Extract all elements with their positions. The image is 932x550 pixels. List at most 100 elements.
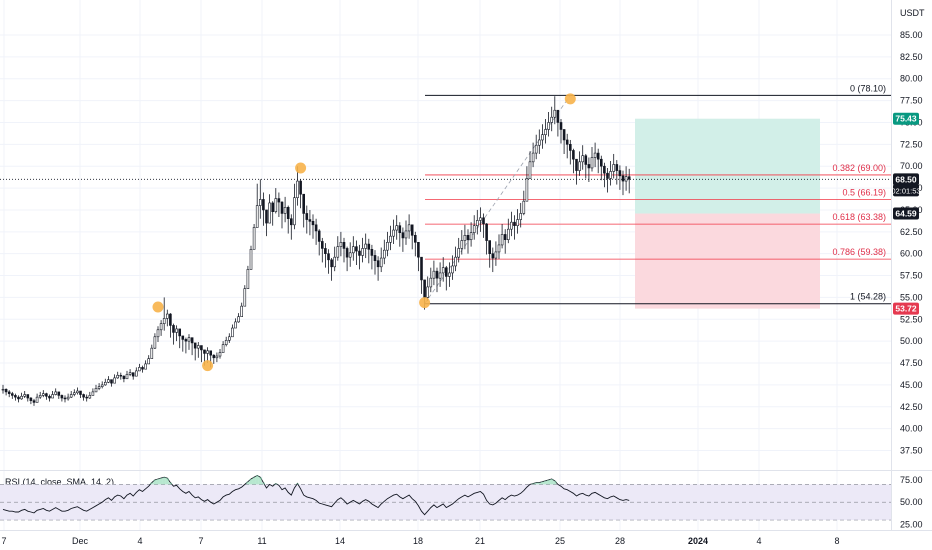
rsi-axis: 75.00 50.00 25.00 bbox=[900, 475, 923, 530]
candle bbox=[432, 260, 436, 286]
candle bbox=[485, 223, 488, 255]
candle bbox=[184, 337, 188, 354]
candle bbox=[575, 158, 578, 185]
price-tick-label: 42.50 bbox=[900, 402, 923, 412]
candle bbox=[627, 168, 631, 194]
fib-label: 0.5 (66.19) bbox=[842, 188, 886, 198]
loss-zone[interactable] bbox=[635, 213, 820, 309]
candle bbox=[531, 142, 535, 168]
candle bbox=[494, 241, 498, 266]
price-tick-label: 80.00 bbox=[900, 74, 923, 84]
candle bbox=[79, 390, 82, 399]
time-tick-label: Dec bbox=[72, 536, 89, 546]
candle bbox=[255, 183, 259, 228]
candle bbox=[249, 245, 253, 270]
rsi-overbought-fill bbox=[261, 482, 265, 485]
candle bbox=[60, 394, 64, 402]
time-axis[interactable]: 7 Dec 4 7 11 14 18 21 25 28 2024 4 8 bbox=[1, 536, 839, 546]
candle bbox=[274, 188, 278, 214]
time-tick-label: 7 bbox=[1, 536, 6, 546]
candle bbox=[482, 213, 485, 238]
candle bbox=[624, 166, 628, 191]
candle bbox=[116, 371, 119, 379]
price-tag-text: 75.43 bbox=[895, 114, 917, 124]
price-tick-label: 62.50 bbox=[900, 227, 923, 237]
time-tick-label: 2024 bbox=[688, 536, 708, 546]
fib-label: 1 (54.28) bbox=[850, 292, 886, 302]
time-tick-label: 8 bbox=[834, 536, 839, 546]
candle bbox=[550, 106, 554, 132]
candle bbox=[153, 333, 157, 350]
candle bbox=[54, 388, 58, 396]
price-tag-text: 68.50 bbox=[895, 174, 917, 184]
swing-marker bbox=[419, 297, 431, 309]
candle bbox=[491, 247, 495, 273]
candle bbox=[522, 190, 526, 216]
candle bbox=[389, 225, 392, 251]
candle bbox=[317, 229, 321, 256]
candle bbox=[265, 209, 268, 237]
rsi-line bbox=[2, 474, 630, 516]
candle bbox=[32, 398, 36, 406]
candle bbox=[200, 345, 203, 363]
rsi-overbought-fill bbox=[150, 482, 154, 485]
rsi-legend: RSI (14, close, SMA, 14, 2) bbox=[5, 477, 114, 487]
candle bbox=[454, 246, 457, 272]
candle bbox=[240, 302, 243, 317]
price-tag-text: 64.59 bbox=[895, 209, 917, 219]
candle bbox=[23, 391, 27, 399]
price-tick-label: 55.00 bbox=[900, 292, 923, 302]
time-tick-label: 4 bbox=[756, 536, 761, 546]
profit-zone[interactable] bbox=[635, 118, 820, 214]
currency-label[interactable]: USDT bbox=[900, 8, 925, 18]
swing-marker bbox=[202, 360, 214, 372]
candle bbox=[327, 249, 330, 274]
time-tick-label: 25 bbox=[555, 536, 565, 546]
candle bbox=[410, 224, 414, 250]
position-zones[interactable] bbox=[0, 118, 891, 309]
candle bbox=[277, 192, 281, 217]
price-tick-label: 50.00 bbox=[900, 336, 923, 346]
candle bbox=[544, 118, 547, 144]
candle bbox=[94, 384, 98, 393]
candle bbox=[364, 233, 368, 259]
candle bbox=[330, 258, 333, 281]
candle bbox=[336, 236, 340, 261]
price-tag: 02:01:53 bbox=[891, 184, 921, 197]
price-axis-labels: 75.43 68.50 02:01:53 64.59 53.72 bbox=[891, 112, 921, 315]
candle bbox=[562, 129, 566, 154]
candle bbox=[237, 313, 240, 323]
candle bbox=[376, 256, 380, 281]
rsi-overbought-fill bbox=[246, 481, 250, 485]
price-axis[interactable]: USDT 85.0082.5080.0077.5075.0072.5070.00… bbox=[900, 8, 925, 456]
candle bbox=[215, 352, 219, 363]
candle bbox=[7, 390, 11, 398]
candle bbox=[91, 388, 95, 396]
candle bbox=[162, 297, 166, 331]
candle bbox=[448, 262, 451, 287]
candle bbox=[224, 336, 228, 347]
fibonacci-retracement[interactable]: 0 (78.10) 0.382 (69.00) 0.5 (66.19) 0.618 (… bbox=[424, 83, 891, 305]
rsi-overbought-fill bbox=[168, 482, 172, 485]
candle bbox=[26, 394, 30, 402]
candle bbox=[342, 237, 346, 263]
candle bbox=[302, 193, 306, 228]
price-tick-label: 57.50 bbox=[900, 271, 923, 281]
candle bbox=[113, 374, 116, 384]
rsi-overbought-fill bbox=[295, 483, 300, 485]
candle bbox=[141, 365, 144, 373]
candle bbox=[451, 255, 454, 280]
rsi-pane[interactable]: RSI (14, close, SMA, 14, 2) bbox=[0, 474, 891, 521]
candle bbox=[14, 393, 17, 401]
candle bbox=[351, 236, 355, 261]
candle bbox=[100, 381, 104, 389]
candle bbox=[587, 157, 591, 182]
candle bbox=[472, 215, 476, 240]
candle bbox=[584, 153, 588, 179]
rsi-overbought-fill bbox=[159, 478, 163, 485]
candle bbox=[537, 129, 541, 154]
candle bbox=[159, 320, 163, 336]
candle bbox=[568, 139, 572, 165]
candle bbox=[243, 285, 247, 307]
